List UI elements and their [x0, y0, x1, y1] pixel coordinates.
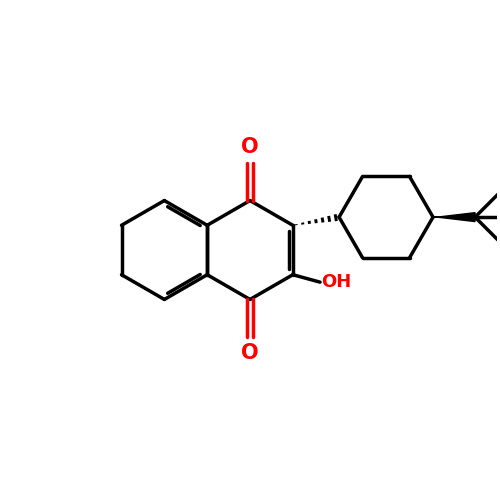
Text: OH: OH — [321, 273, 352, 291]
Text: O: O — [241, 343, 259, 363]
Text: O: O — [241, 137, 259, 157]
Polygon shape — [433, 212, 475, 222]
